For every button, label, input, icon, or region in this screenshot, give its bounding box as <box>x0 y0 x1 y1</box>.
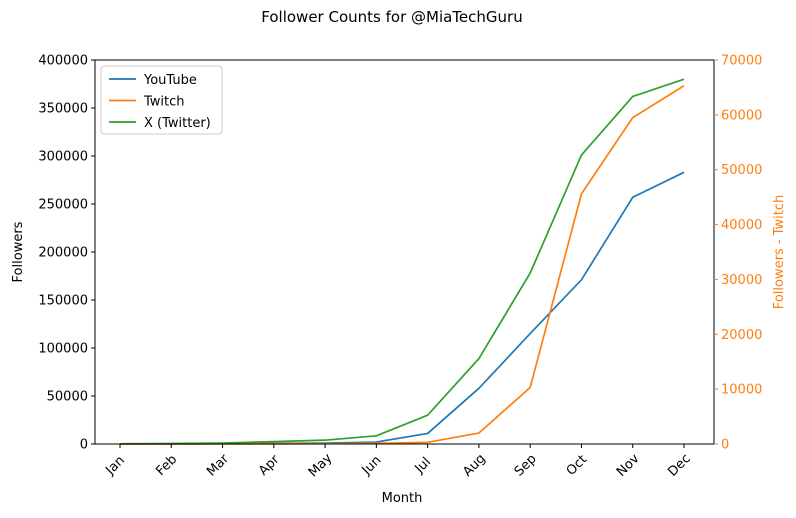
chart-title: Follower Counts for @MiaTechGuru <box>261 8 522 26</box>
x-tick-label: Jan <box>102 453 127 478</box>
x-tick-label: Sep <box>512 452 540 480</box>
x-tick-label: May <box>306 451 336 481</box>
series-line-youtube <box>120 172 684 444</box>
y-axis-label: Followers <box>11 221 26 282</box>
y2-tick-label: 0 <box>721 438 729 453</box>
y-tick-label: 50000 <box>47 390 88 405</box>
x-tick-label: Aug <box>460 451 489 480</box>
y2-axis-label: Followers - Twitch <box>772 195 787 309</box>
x-tick-label: Nov <box>614 451 643 480</box>
y2-tick-label: 30000 <box>721 273 762 288</box>
y-tick-label: 150000 <box>38 294 88 309</box>
y2-tick-label: 60000 <box>721 108 762 123</box>
legend-label: X (Twitter) <box>144 116 211 131</box>
y2-tick-label: 70000 <box>721 54 762 69</box>
y-tick-label: 200000 <box>38 246 88 261</box>
x-axis-label: Month <box>382 491 423 506</box>
x-tick-label: Dec <box>665 451 693 479</box>
legend-label: Twitch <box>143 95 185 110</box>
y-tick-label: 100000 <box>38 342 88 357</box>
y-tick-label: 250000 <box>38 198 88 213</box>
y-tick-label: 400000 <box>38 54 88 69</box>
y2-tick-label: 10000 <box>721 383 762 398</box>
x-tick-label: Apr <box>256 452 283 479</box>
y-tick-label: 300000 <box>38 150 88 165</box>
x-tick-label: Oct <box>564 452 591 479</box>
x-tick-label: Jul <box>412 455 434 477</box>
y2-tick-label: 40000 <box>721 218 762 233</box>
legend-label: YouTube <box>143 73 197 88</box>
y-tick-label: 350000 <box>38 102 88 117</box>
x-tick-label: Jun <box>359 453 385 479</box>
y2-tick-label: 50000 <box>721 163 762 178</box>
x-tick-label: Mar <box>204 451 232 479</box>
x-tick-label: Feb <box>153 452 180 479</box>
legend: YouTube Twitch X (Twitter) <box>101 66 222 134</box>
y2-tick-label: 20000 <box>721 328 762 343</box>
series-line-twitch <box>120 86 684 444</box>
y-tick-label: 0 <box>80 438 88 453</box>
